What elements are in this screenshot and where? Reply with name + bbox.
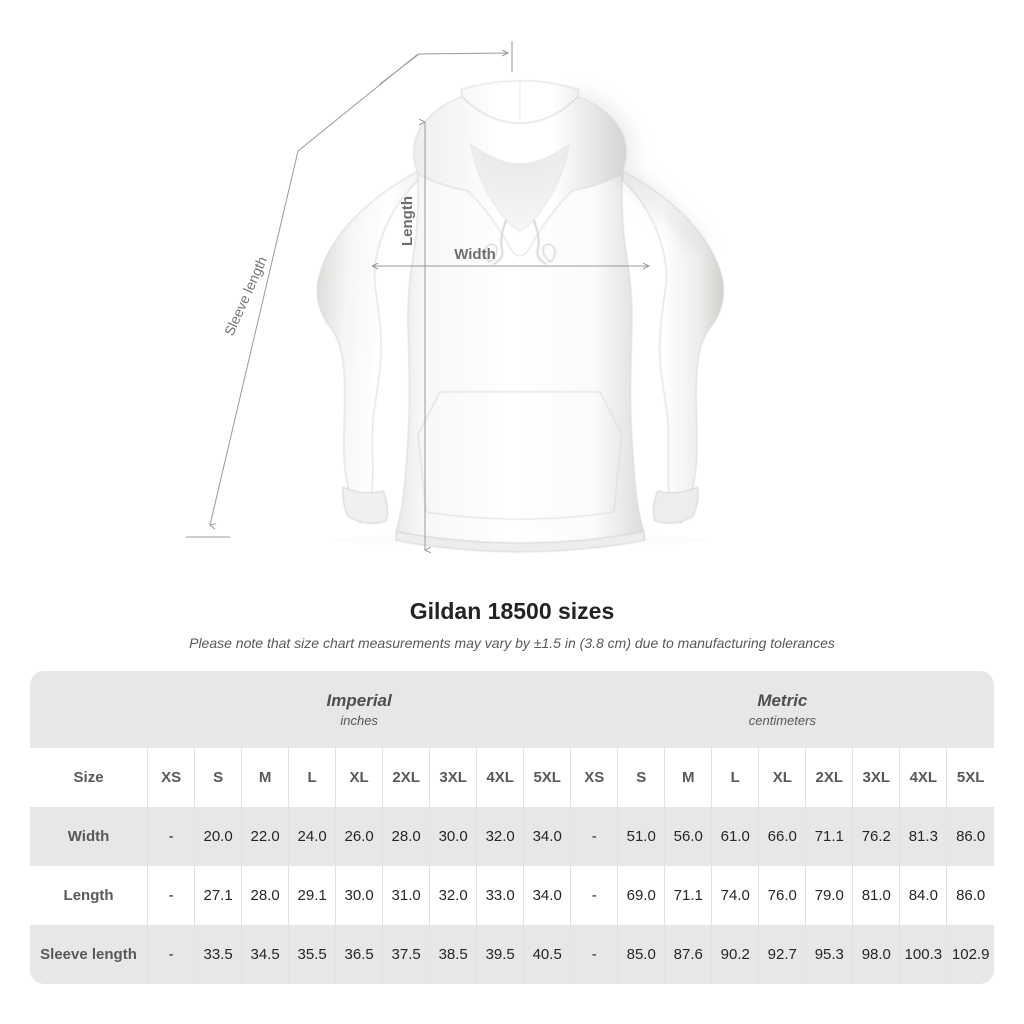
- svg-text:Width: Width: [454, 246, 496, 263]
- svg-text:Sleeve length: Sleeve length: [221, 254, 270, 338]
- svg-text:Length: Length: [399, 196, 416, 246]
